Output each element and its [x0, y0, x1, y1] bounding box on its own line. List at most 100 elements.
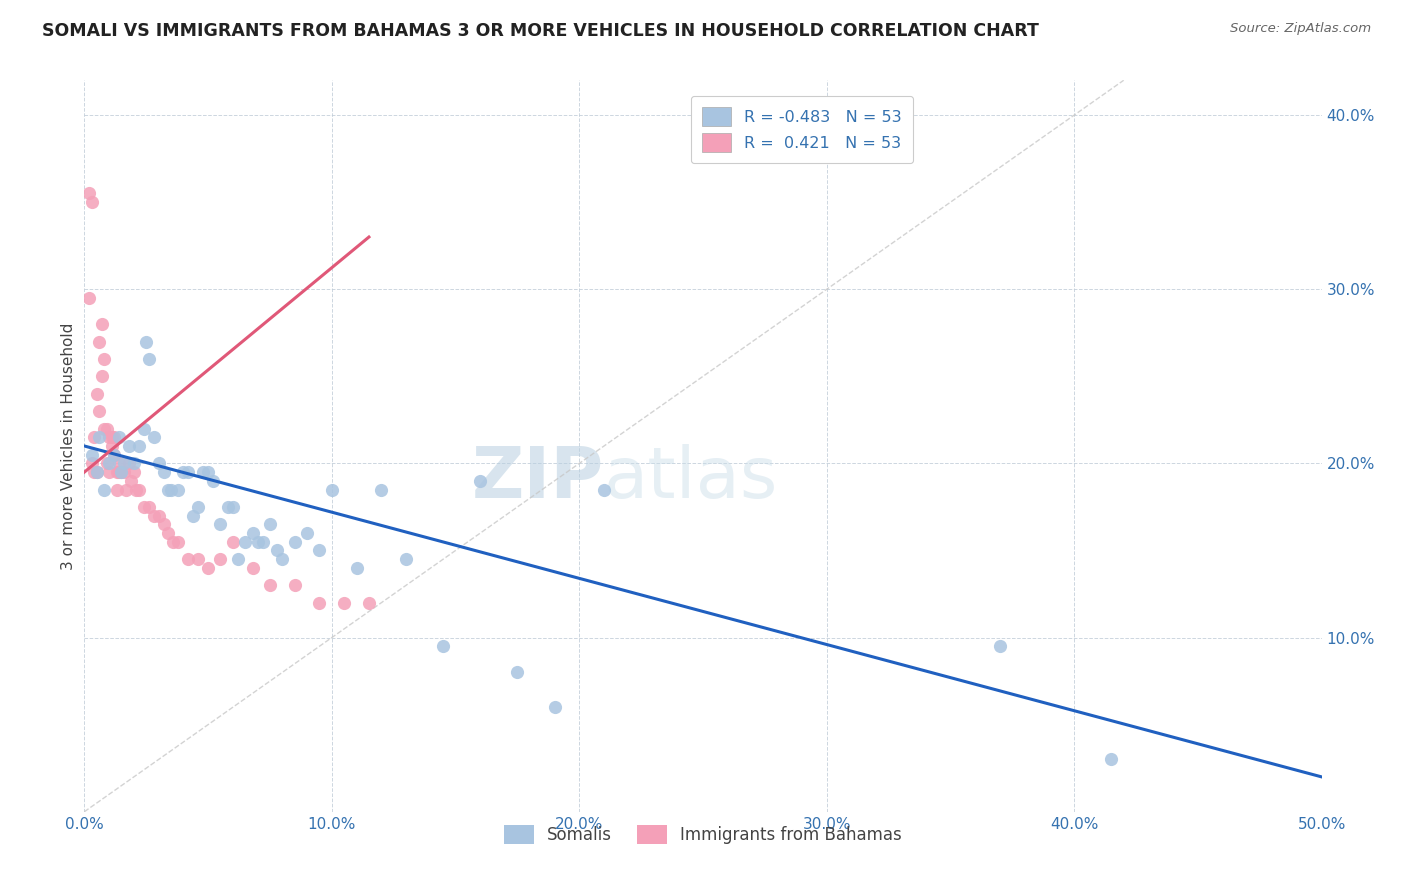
Point: [370, 483, 392, 497]
Point: [108, 430, 131, 444]
Point: [89, 404, 111, 418]
Point: [197, 465, 219, 479]
Point: [209, 517, 232, 532]
Point: [242, 526, 264, 541]
Point: [593, 483, 616, 497]
Text: SOMALI VS IMMIGRANTS FROM BAHAMAS 3 OR MORE VEHICLES IN HOUSEHOLD CORRELATION CH: SOMALI VS IMMIGRANTS FROM BAHAMAS 3 OR M…: [42, 22, 1039, 40]
Point: [79, 186, 101, 201]
Point: [103, 448, 125, 462]
Point: [167, 534, 190, 549]
Point: [470, 474, 492, 488]
Point: [115, 483, 138, 497]
Point: [988, 640, 1011, 654]
Point: [108, 457, 131, 471]
Point: [96, 421, 118, 435]
Point: [543, 700, 565, 714]
Point: [138, 351, 160, 366]
Point: [125, 483, 148, 497]
Point: [346, 561, 368, 575]
Point: [90, 317, 112, 331]
Point: [90, 369, 112, 384]
Point: [86, 465, 108, 479]
Point: [242, 561, 264, 575]
Point: [122, 457, 145, 471]
Point: [259, 578, 281, 592]
Point: [98, 457, 121, 471]
Point: [157, 483, 180, 497]
Point: [132, 421, 155, 435]
Point: [177, 552, 200, 566]
Point: [172, 465, 194, 479]
Point: [160, 483, 183, 497]
Point: [395, 552, 418, 566]
Point: [80, 195, 103, 210]
Point: [80, 448, 103, 462]
Point: [83, 465, 105, 479]
Text: atlas: atlas: [605, 444, 779, 514]
Point: [79, 291, 101, 305]
Point: [271, 552, 294, 566]
Point: [222, 500, 245, 514]
Point: [148, 508, 170, 523]
Point: [132, 500, 155, 514]
Point: [266, 543, 288, 558]
Point: [110, 465, 132, 479]
Point: [118, 439, 141, 453]
Point: [122, 465, 145, 479]
Point: [177, 465, 200, 479]
Point: [128, 483, 150, 497]
Point: [152, 517, 174, 532]
Point: [89, 334, 111, 349]
Point: [96, 457, 118, 471]
Point: [202, 474, 225, 488]
Point: [217, 500, 239, 514]
Point: [432, 640, 454, 654]
Text: Source: ZipAtlas.com: Source: ZipAtlas.com: [1230, 22, 1371, 36]
Point: [333, 596, 356, 610]
Point: [167, 483, 190, 497]
Point: [93, 351, 115, 366]
Point: [308, 596, 330, 610]
Point: [110, 465, 132, 479]
Point: [162, 534, 184, 549]
Point: [100, 430, 122, 444]
Point: [112, 457, 135, 471]
Point: [142, 508, 165, 523]
Point: [308, 543, 330, 558]
Point: [284, 578, 307, 592]
Point: [187, 552, 209, 566]
Point: [105, 465, 128, 479]
Point: [252, 534, 274, 549]
Text: ZIP: ZIP: [472, 444, 605, 514]
Point: [187, 500, 209, 514]
Point: [226, 552, 249, 566]
Point: [105, 483, 128, 497]
Point: [157, 526, 180, 541]
Point: [93, 483, 115, 497]
Point: [83, 430, 105, 444]
Point: [135, 334, 157, 349]
Point: [103, 430, 125, 444]
Point: [118, 457, 141, 471]
Point: [181, 508, 204, 523]
Point: [506, 665, 529, 680]
Point: [295, 526, 318, 541]
Point: [321, 483, 343, 497]
Point: [128, 439, 150, 453]
Point: [80, 457, 103, 471]
Point: [191, 465, 214, 479]
Point: [357, 596, 380, 610]
Point: [93, 421, 115, 435]
Point: [1099, 752, 1122, 766]
Point: [98, 430, 121, 444]
Point: [86, 465, 108, 479]
Point: [138, 500, 160, 514]
Point: [259, 517, 281, 532]
Point: [142, 430, 165, 444]
Point: [148, 457, 170, 471]
Point: [120, 474, 142, 488]
Point: [98, 465, 121, 479]
Point: [112, 465, 135, 479]
Point: [103, 448, 125, 462]
Y-axis label: 3 or more Vehicles in Household: 3 or more Vehicles in Household: [60, 322, 76, 570]
